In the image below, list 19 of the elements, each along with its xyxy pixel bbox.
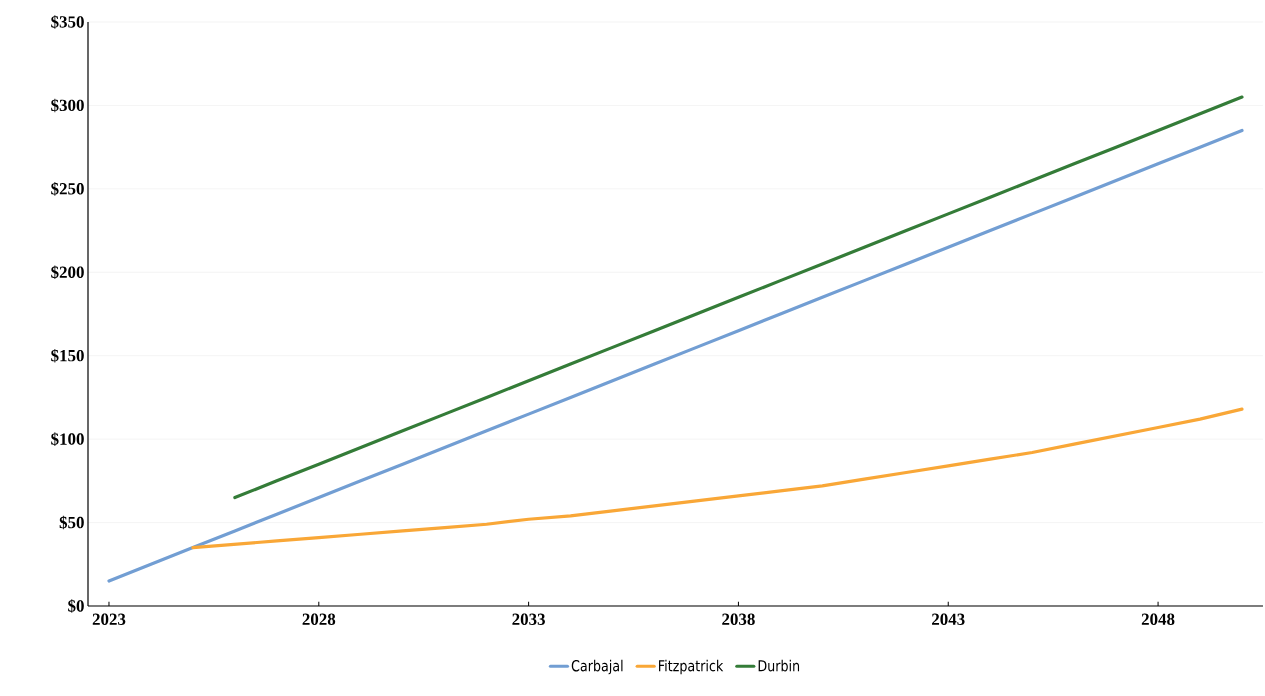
- x-tick-label: 2033: [512, 613, 545, 625]
- y-tick-label: $300: [51, 98, 84, 113]
- y-tick-label: $0: [68, 599, 84, 613]
- x-tick-label: 2048: [1141, 613, 1175, 625]
- x-tick-label: 2038: [722, 613, 755, 625]
- y-tick-label: $350: [51, 15, 84, 29]
- line-series: [107, 128, 1244, 583]
- legend-label: Durbin: [758, 659, 800, 672]
- y-tick-label: $250: [51, 182, 84, 196]
- y-tick-label: $200: [51, 265, 84, 280]
- x-tick-label: 2028: [302, 613, 336, 625]
- x-tick-label: 2023: [92, 613, 126, 625]
- legend-label: Fitzpatrick: [659, 659, 724, 675]
- line-series: [233, 95, 1244, 500]
- y-tick-label: $50: [59, 515, 84, 530]
- y-tick-label: $100: [51, 432, 84, 446]
- legend-label: Carbajal: [571, 659, 623, 675]
- x-tick-label: 2043: [932, 613, 965, 625]
- y-tick-label: $150: [51, 348, 84, 363]
